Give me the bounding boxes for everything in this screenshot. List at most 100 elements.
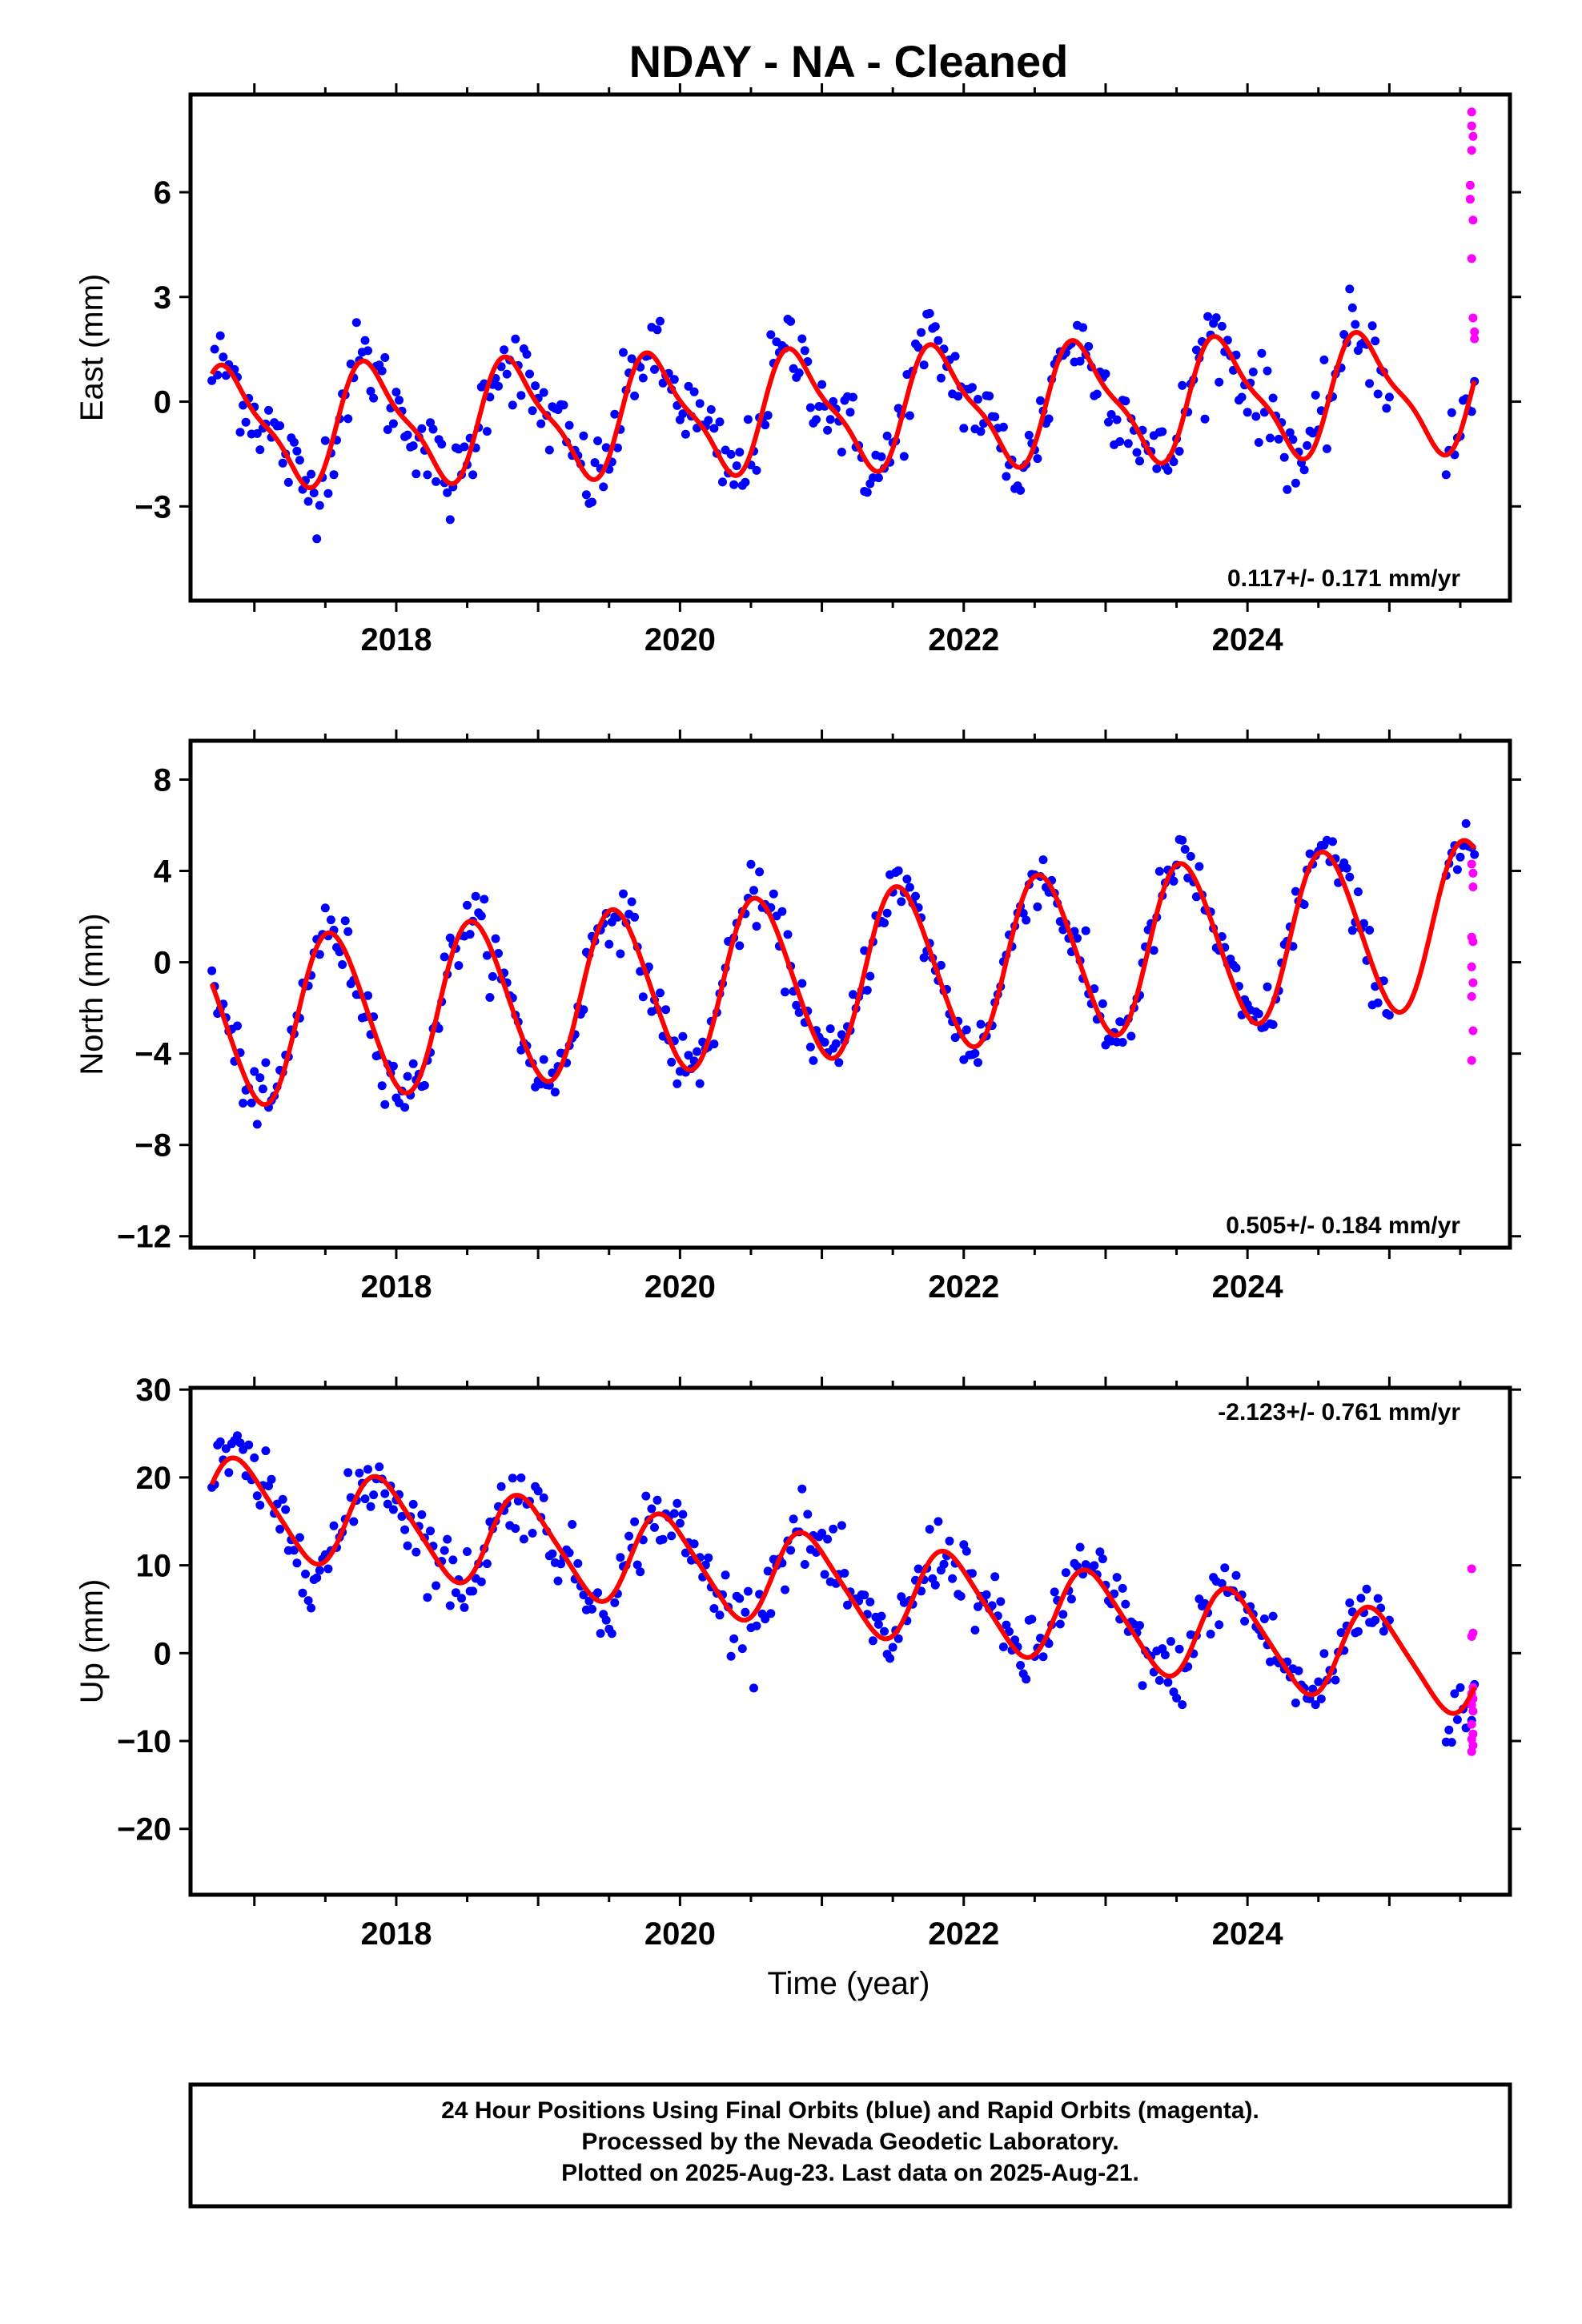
east-rapid-point	[1470, 334, 1480, 344]
up-final-point	[601, 1615, 611, 1625]
east-x-tick-label: 2020	[644, 622, 716, 657]
up-final-point	[445, 1601, 455, 1610]
east-rapid-point	[1470, 327, 1480, 336]
north-final-point	[1263, 982, 1272, 991]
up-final-point	[786, 1546, 796, 1555]
up-final-point	[1066, 1594, 1076, 1604]
north-final-point	[1038, 855, 1048, 865]
up-final-point	[343, 1468, 353, 1478]
east-final-point	[1104, 417, 1113, 427]
up-final-point	[880, 1626, 889, 1636]
east-final-point	[1299, 465, 1309, 475]
east-final-point	[1101, 369, 1110, 379]
up-plot-area	[207, 1431, 1480, 1756]
north-final-point	[834, 1058, 844, 1068]
up-final-point	[292, 1558, 302, 1568]
east-final-point	[1274, 434, 1283, 444]
north-final-point	[1169, 876, 1178, 886]
east-final-point	[1351, 320, 1360, 329]
north-final-point	[1359, 919, 1368, 928]
north-final-point	[482, 951, 492, 960]
up-final-point	[1259, 1614, 1269, 1623]
east-final-point	[658, 378, 668, 388]
up-final-point	[741, 1607, 750, 1617]
east-final-point	[369, 393, 379, 403]
up-final-point	[360, 1494, 370, 1504]
up-final-point	[281, 1505, 291, 1514]
up-final-point	[400, 1525, 410, 1534]
east-final-point	[579, 431, 588, 440]
east-final-point	[627, 354, 636, 364]
up-final-point	[658, 1534, 668, 1544]
north-final-point	[465, 930, 475, 939]
up-final-point	[513, 1496, 523, 1506]
up-final-point	[1311, 1700, 1320, 1710]
east-final-point	[1002, 472, 1011, 481]
east-final-point	[794, 368, 804, 378]
up-final-point	[1016, 1661, 1026, 1670]
up-final-point	[369, 1490, 379, 1500]
up-rapid-point	[1468, 1707, 1478, 1716]
up-final-point	[443, 1534, 452, 1544]
east-final-point	[252, 428, 262, 438]
north-final-point	[1373, 998, 1383, 1007]
east-final-point	[1447, 408, 1456, 417]
north-rapid-point	[1467, 991, 1476, 1001]
east-final-point	[761, 420, 770, 430]
up-final-point	[1022, 1675, 1031, 1684]
east-final-point	[1365, 379, 1375, 388]
up-rapid-point	[1467, 1719, 1476, 1729]
east-final-point	[346, 360, 355, 368]
east-final-point	[630, 391, 640, 400]
up-final-point	[1362, 1584, 1371, 1594]
north-final-point	[735, 941, 745, 951]
up-final-point	[1268, 1611, 1278, 1621]
up-final-point	[1163, 1678, 1173, 1687]
east-final-point	[882, 431, 892, 440]
up-final-point	[1061, 1568, 1070, 1578]
north-final-point	[792, 1000, 801, 1010]
up-final-point	[1172, 1693, 1182, 1703]
east-model-curve	[209, 329, 1477, 491]
north-final-point	[1033, 902, 1042, 911]
east-final-point	[1024, 430, 1034, 440]
east-final-point	[656, 316, 665, 326]
east-final-point	[669, 375, 679, 384]
north-final-point	[805, 1042, 815, 1051]
up-final-point	[553, 1576, 563, 1586]
east-final-point	[805, 403, 815, 412]
east-final-point	[403, 430, 412, 440]
up-final-point	[735, 1594, 745, 1603]
north-final-point	[709, 1039, 719, 1049]
up-final-point	[1217, 1578, 1227, 1588]
footer-line-1: 24 Hour Positions Using Final Orbits (bl…	[441, 2097, 1259, 2124]
up-final-point	[1231, 1570, 1241, 1580]
east-final-point	[564, 420, 574, 430]
east-final-point	[292, 446, 302, 456]
east-final-point	[1345, 284, 1355, 294]
east-final-point	[500, 345, 509, 355]
east-final-point	[1203, 312, 1213, 321]
up-final-point	[1154, 1675, 1164, 1685]
east-panel: 2018 2020 2022 2024 −3 0 3 6 East (mm) 0.117+/- 0…	[74, 83, 1521, 657]
north-rapid-point	[1468, 937, 1478, 947]
up-final-point	[1058, 1610, 1068, 1619]
east-final-point	[1251, 412, 1261, 421]
east-final-point	[215, 331, 225, 340]
north-rapid-point	[1468, 978, 1478, 987]
east-final-point	[1200, 414, 1210, 424]
up-final-point	[593, 1588, 603, 1598]
up-final-point	[761, 1614, 770, 1624]
up-final-point	[800, 1560, 809, 1569]
east-final-point	[1217, 321, 1227, 331]
up-final-point	[667, 1531, 677, 1541]
north-final-point	[1022, 915, 1031, 925]
up-final-point	[579, 1590, 588, 1600]
north-final-point	[255, 1073, 265, 1083]
up-final-point	[375, 1462, 384, 1472]
east-final-point	[528, 406, 537, 416]
north-final-point	[976, 1019, 986, 1029]
north-rapid-point	[1468, 883, 1478, 891]
up-final-point	[1373, 1594, 1383, 1603]
east-final-point	[1092, 389, 1102, 399]
